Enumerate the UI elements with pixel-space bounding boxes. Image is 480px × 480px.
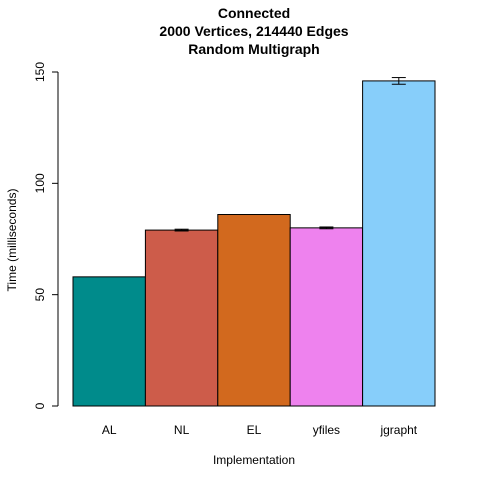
- bar-jgrapht: [362, 80, 436, 407]
- x-tick-label: EL: [247, 423, 262, 437]
- y-tick-label: 50: [33, 288, 47, 302]
- error-bars: [174, 77, 406, 232]
- x-tick-labels: AL NL EL yfiles jgrapht: [102, 423, 418, 437]
- chart-title-line-1: Connected: [218, 5, 290, 21]
- chart-title-line-3: Random Multigraph: [188, 41, 319, 57]
- x-tick-label: NL: [174, 423, 190, 437]
- chart-title-line-2: 2000 Vertices, 214440 Edges: [159, 23, 348, 39]
- y-tick-label: 0: [33, 402, 47, 409]
- error-bar-yfiles: [319, 226, 334, 230]
- error-bar-NL: [174, 228, 189, 232]
- bar-yfiles: [289, 227, 364, 407]
- x-tick-label: AL: [102, 423, 117, 437]
- y-tick-label: 100: [33, 173, 47, 193]
- x-tick-label: jgrapht: [379, 423, 417, 437]
- bars: [72, 80, 436, 407]
- bar-NL: [144, 229, 219, 407]
- chart-title: Connected 2000 Vertices, 214440 Edges Ra…: [159, 5, 348, 57]
- bar-EL: [217, 214, 291, 407]
- error-bar-jgrapht: [391, 77, 406, 85]
- y-tick-label: 150: [33, 62, 47, 82]
- x-axis-label: Implementation: [213, 453, 295, 467]
- x-tick-label: yfiles: [313, 423, 340, 437]
- y-axis: 0 50 100 150: [33, 62, 59, 409]
- y-axis-label: Time (milliseconds): [5, 189, 19, 292]
- bar-AL: [72, 276, 146, 407]
